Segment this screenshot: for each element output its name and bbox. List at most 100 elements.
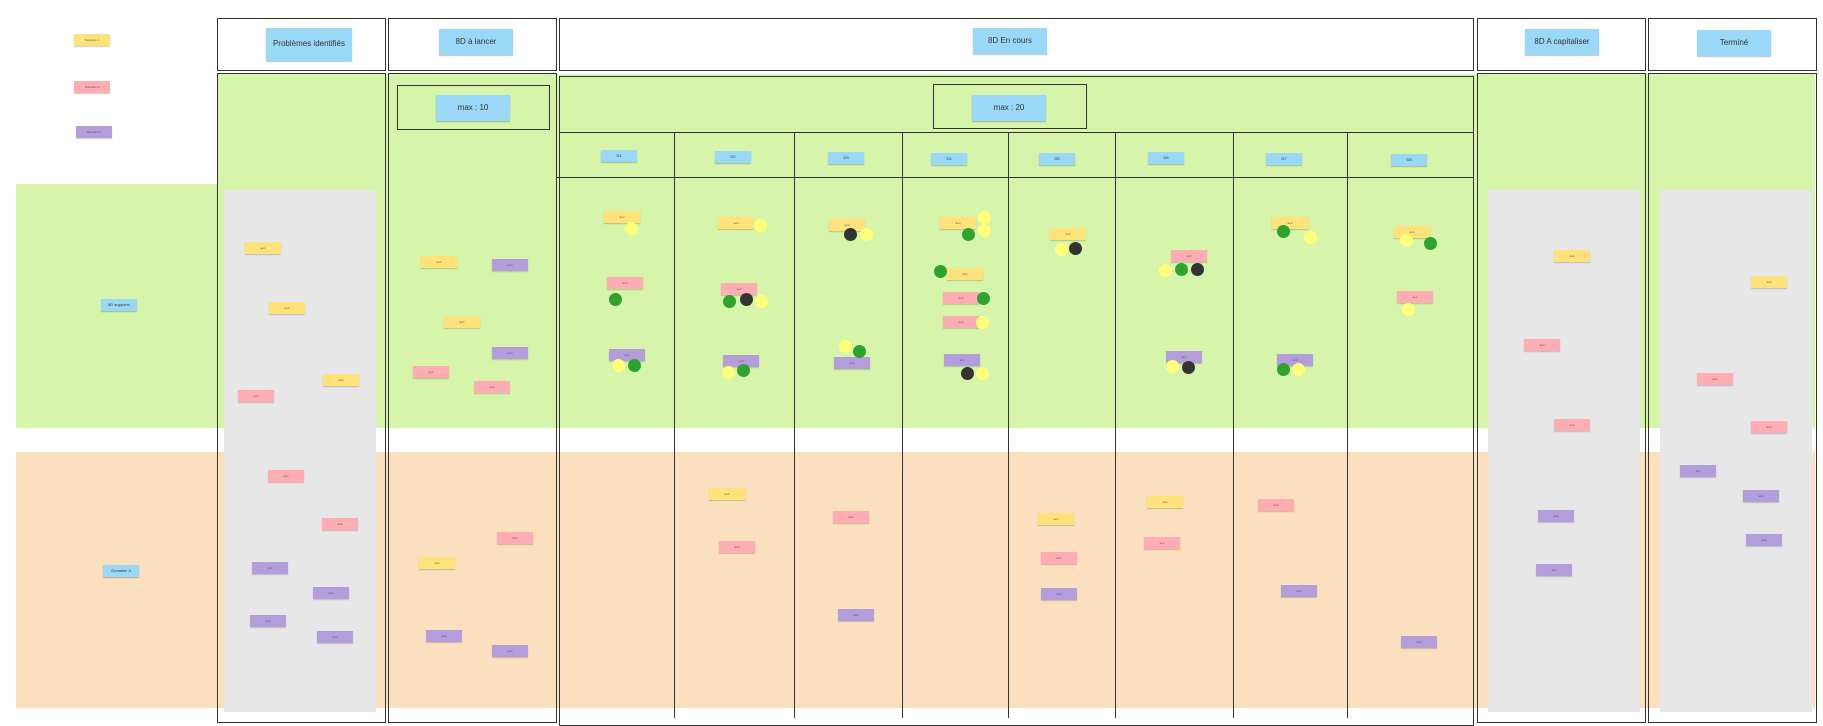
sticky-note[interactable]: text [1680,465,1716,477]
sticky-note[interactable]: text [1147,496,1183,508]
column-title-problems: Problèmes identifiés [266,28,352,61]
sticky-note[interactable]: text [604,211,640,223]
sticky-note-text: text [1056,556,1062,560]
status-dot-green [1424,237,1437,250]
step-row-top-line [559,132,1474,133]
column-body-in-progress [559,76,1474,726]
sticky-note-text: text [338,378,344,382]
sticky-note-text: text [1569,254,1575,258]
sticky-note-text: text [1292,358,1298,362]
sticky-note[interactable]: text [723,355,759,367]
sticky-note[interactable]: text [940,217,976,229]
sticky-note[interactable]: text [943,316,979,328]
sticky-note[interactable]: text [1538,510,1574,522]
sticky-note[interactable]: text [474,381,510,393]
step-label-d5: D5 [1039,153,1075,165]
sticky-note-text: text [337,522,343,526]
sticky-note[interactable]: text [833,511,869,523]
step-divider [902,132,903,718]
sticky-note[interactable]: text [1281,585,1317,597]
sticky-note[interactable]: text [426,630,462,642]
sticky-note[interactable]: text [1743,490,1779,502]
status-dot-green [628,359,641,372]
sticky-note[interactable]: text [607,277,643,289]
column-title-in-progress: 8D En cours [973,28,1047,54]
sticky-note[interactable]: text [268,470,304,482]
sticky-note[interactable]: text [1554,250,1590,262]
sticky-note[interactable]: text [497,532,533,544]
sticky-note-text: text [622,281,628,285]
sticky-note[interactable]: text [269,302,305,314]
sticky-note[interactable]: text [245,242,281,254]
status-dot-green [737,364,750,377]
sticky-note[interactable]: text [709,488,745,500]
sticky-note[interactable]: text [421,256,457,268]
sticky-note[interactable]: text [322,518,358,530]
sticky-note[interactable]: text [1041,552,1077,564]
sticky-note-text: text [507,649,513,653]
sticky-note[interactable]: text [492,645,528,657]
sticky-note-text: text [1766,425,1772,429]
sticky-note[interactable]: text [1751,276,1787,288]
sticky-note[interactable]: text [1697,373,1733,385]
sticky-note[interactable]: text [1258,499,1294,511]
sticky-note[interactable]: text [323,374,359,386]
sticky-note[interactable]: text [1524,339,1560,351]
sticky-note[interactable]: text [492,347,528,359]
sticky-note[interactable]: text [1401,636,1437,648]
status-dot-yellow [976,316,989,329]
sticky-note-text: text [332,635,338,639]
sticky-note[interactable]: text [1554,419,1590,431]
sticky-note[interactable]: text [313,587,349,599]
sticky-note[interactable]: text [1041,588,1077,600]
column-body-to-launch [388,73,557,723]
sticky-note[interactable]: text [1751,421,1787,433]
sticky-note-text: text [283,474,289,478]
step-label-d2: D2 [715,151,751,163]
sticky-note[interactable]: text [444,316,480,328]
sticky-note[interactable]: text [252,562,288,574]
sticky-note[interactable]: text [1144,537,1180,549]
sticky-note[interactable]: text [944,354,980,366]
column-body-done [1648,73,1817,723]
sticky-note[interactable]: text [492,259,528,271]
sticky-note-text: text [958,320,964,324]
sticky-note[interactable]: text [238,390,274,402]
sticky-note-text: text [1539,343,1545,347]
sticky-note[interactable]: text [718,217,754,229]
sticky-note-text: text [434,561,440,565]
sticky-note[interactable]: text [609,349,645,361]
status-dot-black [1069,242,1082,255]
sticky-note[interactable]: text [947,268,983,280]
sticky-note[interactable]: text [943,292,979,304]
sticky-note[interactable]: text [1397,291,1433,303]
sticky-note[interactable]: text [250,615,286,627]
sticky-note-text: text [1065,232,1071,236]
step-divider [674,132,675,718]
sticky-note[interactable]: text [829,219,865,231]
sticky-note[interactable]: text [419,557,455,569]
sticky-note[interactable]: text [317,631,353,643]
status-dot-yellow [1166,360,1179,373]
sticky-note[interactable]: text [838,609,874,621]
step-label-d7: D7 [1266,153,1302,165]
sticky-note[interactable]: text [1536,564,1572,576]
sticky-note-text: text [738,359,744,363]
sticky-note[interactable]: text [1050,228,1086,240]
sticky-note[interactable]: text [834,357,870,369]
sticky-note[interactable]: text [1746,534,1782,546]
sticky-note[interactable]: text [1038,513,1074,525]
sticky-note[interactable]: text [413,366,449,378]
sticky-note-text: text [441,634,447,638]
sticky-note[interactable]: text [1171,250,1207,262]
sticky-note[interactable]: text [721,283,757,295]
step-label-d8: D8 [1391,154,1427,166]
step-divider [794,132,795,718]
status-dot-yellow [612,359,625,372]
step-divider [1347,132,1348,718]
step-label-d1: D1 [601,150,637,162]
status-dot-black [844,228,857,241]
status-dot-green [723,295,736,308]
sticky-note[interactable]: text [719,541,755,553]
step-row-bottom-line [557,177,1474,178]
